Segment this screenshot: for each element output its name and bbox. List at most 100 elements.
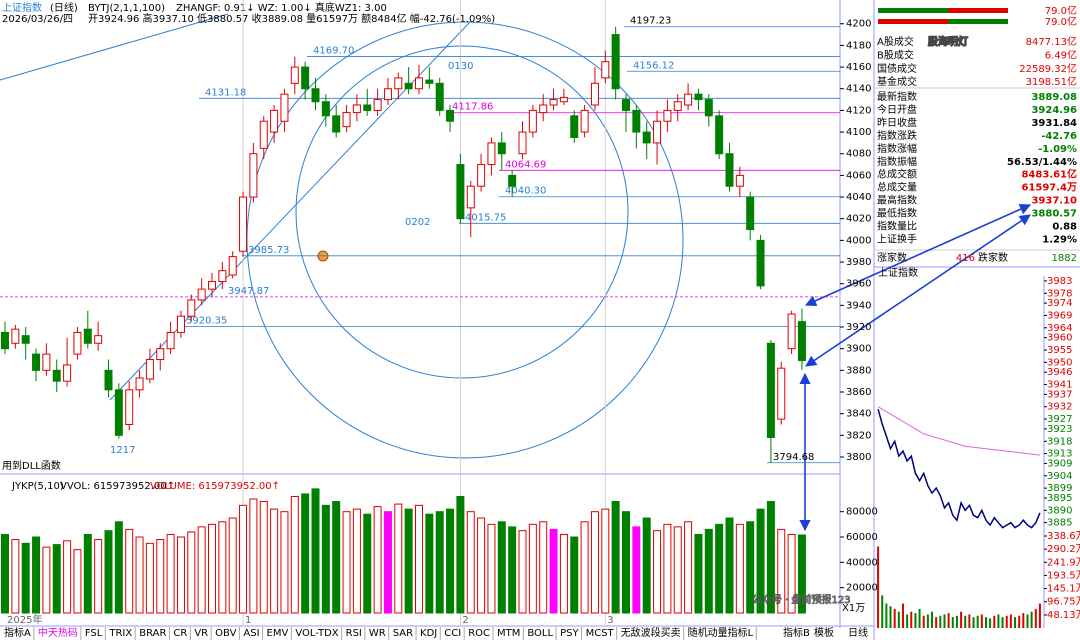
quote-value: 8477.13亿 [1026, 35, 1077, 48]
y-tick-label: 96.75万 [1047, 597, 1080, 608]
y-tick-label: 145.1万 [1047, 584, 1080, 595]
candle-body [539, 104, 548, 114]
volume-bar [280, 511, 289, 614]
indicator-tab[interactable]: OBV [215, 628, 236, 639]
candle-body [735, 174, 744, 187]
y-tick-label: 3969 [1047, 310, 1072, 321]
volume-bar [528, 523, 537, 614]
trend-line [0, 13, 229, 81]
candle-body [766, 342, 775, 439]
quote-value: 6.49亿 [1045, 48, 1077, 61]
indicator-tab[interactable]: PSY [560, 628, 579, 639]
volume-bar [239, 504, 248, 614]
candle-body [673, 101, 682, 111]
x-tick-label: 2 [462, 615, 468, 626]
volume-bar [477, 517, 486, 614]
period: (日线) [50, 1, 78, 14]
indicator-tab[interactable]: VOL-TDX [295, 628, 338, 639]
indicator-tab[interactable]: FSL [85, 628, 103, 639]
indicator-tab[interactable]: WR [369, 628, 386, 639]
candle-body [797, 321, 806, 362]
candle-body [301, 66, 310, 90]
indicator-tab[interactable]: SAR [393, 628, 413, 639]
level-label: 4064.69 [505, 159, 546, 170]
candle-body [694, 93, 703, 101]
quote-label: 指数振幅 [877, 155, 917, 168]
quote-label: 指数涨跌 [877, 129, 917, 142]
indicator-tab[interactable]: MTM [497, 628, 520, 639]
volume-bar [342, 511, 351, 614]
footer-watermark: 公众号 · 盘前预报123 [752, 593, 851, 606]
candle-body [415, 77, 423, 90]
candle-body [208, 281, 216, 290]
candle-body [622, 99, 630, 111]
y-tick-label: 3820 [846, 430, 871, 441]
indicator-tab[interactable]: KDJ [420, 628, 437, 639]
quote-value: 3931.84 [1031, 118, 1077, 129]
y-tick-label: 4080 [846, 149, 871, 160]
volume-bar [735, 523, 744, 614]
quote-label: A股成交 [877, 35, 914, 48]
volume-bar [653, 530, 662, 614]
indicator-tab[interactable]: RSI [346, 628, 362, 639]
volume-bar [466, 511, 475, 614]
indicator-tab[interactable]: BOLL [527, 628, 553, 639]
candle-body [1, 331, 9, 350]
indicator-tab[interactable]: 无敌波段买卖 [621, 626, 681, 639]
volume-bar [539, 521, 548, 614]
candle-body [32, 353, 41, 371]
quote-value: -42.76 [1041, 131, 1077, 142]
volume-bar [187, 531, 196, 614]
advance-count: 416 [956, 253, 975, 264]
y-tick-label: 4200 [846, 19, 871, 30]
volume-bar [290, 495, 299, 614]
candle-body [176, 315, 185, 333]
tab[interactable]: 模板 [814, 626, 834, 639]
y-tick-label: 3890 [1047, 505, 1072, 516]
volume-bar [42, 546, 51, 614]
indicator-tab[interactable]: 随机动量指标L [688, 626, 754, 639]
candle-body [104, 369, 113, 391]
level-label: 3947.87 [228, 286, 269, 297]
quote-label: B股成交 [877, 48, 914, 61]
volume-bar [135, 536, 144, 614]
tab[interactable]: 日线 [848, 626, 868, 639]
indicator-tab[interactable]: 指标A [4, 626, 31, 639]
quote-label: 最新指数 [877, 90, 917, 103]
candle-body [114, 389, 123, 436]
indicator-tab[interactable]: VR [194, 628, 208, 639]
y-tick-label: 3937 [1047, 389, 1072, 400]
indicator-tab[interactable]: EMV [267, 628, 289, 639]
indicator-params: ZHANGF: 0.91↓ WZ: 1.00↓ 真底WZ1: 3.00 [176, 1, 387, 14]
volume-bar [404, 508, 413, 614]
indicator-tab[interactable]: ASI [243, 628, 259, 639]
quote-label: 今日开盘 [877, 103, 917, 116]
y-tick-label: 3974 [1047, 298, 1072, 309]
candle-body [166, 331, 175, 350]
indicator-tab[interactable]: MCST [586, 628, 615, 639]
candle-body [145, 359, 154, 380]
quote-label: 国债成交 [877, 62, 917, 75]
level-label: 3920.35 [186, 316, 227, 327]
indicator-tab[interactable]: CR [173, 628, 187, 639]
indicator-tab[interactable]: 中天热码 [38, 626, 78, 639]
candle-body [52, 369, 61, 382]
indicator-tab[interactable]: CCI [444, 628, 461, 639]
indicator-tab[interactable]: TRIX [108, 628, 132, 639]
legend-entry: VVOL: 615973952.00↑ [60, 481, 175, 492]
indicator-tab[interactable]: ROC [468, 628, 490, 639]
candle-body [777, 367, 786, 420]
candle-body [684, 93, 693, 106]
volume-bar [415, 504, 423, 614]
volume-bar [787, 533, 796, 614]
y-tick-label: 80000 [846, 507, 878, 518]
volume-bar [363, 513, 372, 614]
y-tick-label: 3899 [1047, 483, 1072, 494]
candle-body [508, 174, 517, 187]
ratio-bar [878, 8, 948, 13]
tab[interactable]: 指标B [783, 626, 810, 639]
indicator-tab[interactable]: BRAR [139, 628, 166, 639]
y-tick-label: 40000 [846, 557, 878, 568]
annotation: 1217 [110, 445, 135, 456]
volume-bar [570, 536, 579, 614]
